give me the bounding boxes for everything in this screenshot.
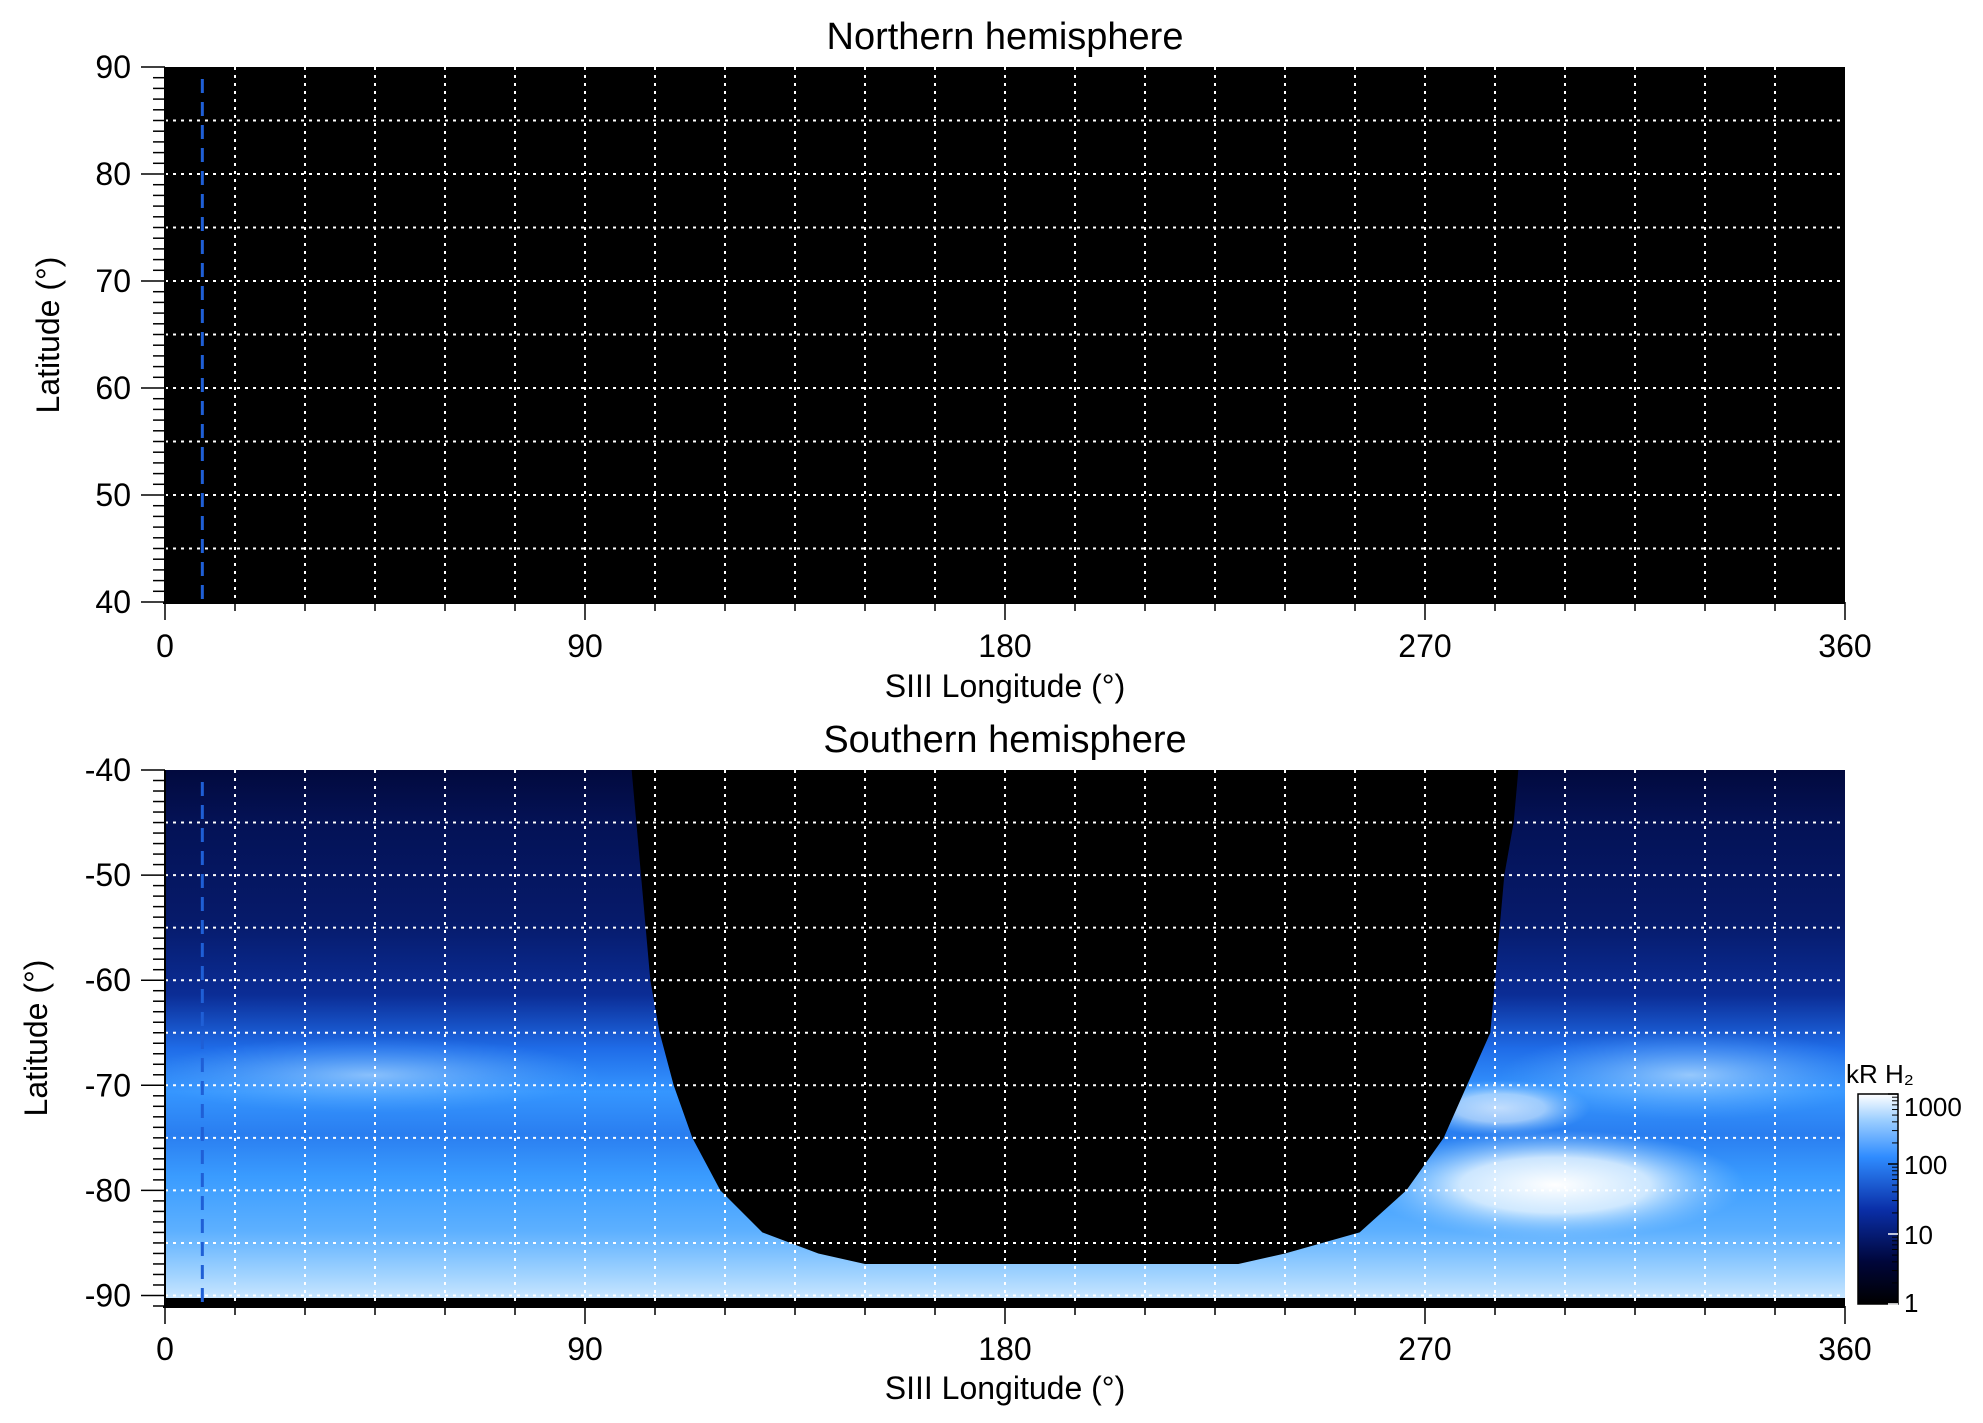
south-auroral-band-left bbox=[165, 1037, 600, 1113]
y-axis-label-south: Latitude (°) bbox=[18, 960, 54, 1117]
panel-title-north: Northern hemisphere bbox=[827, 16, 1184, 58]
x-axis-label-north: SIII Longitude (°) bbox=[885, 668, 1125, 704]
south-grid bbox=[165, 770, 1845, 1306]
colorbar-ticks: 1000 100 10 1 bbox=[1888, 1092, 1962, 1318]
x-tick-label: 90 bbox=[567, 628, 603, 664]
south-axes: -40 -50 -60 -70 -80 -90 0 90 180 270 360 bbox=[85, 752, 1872, 1367]
northern-panel: Northern hemisphere 40 50 60 70 80 90 0 90 180 27… bbox=[30, 16, 1872, 704]
y-tick-label: 40 bbox=[95, 584, 131, 620]
y-tick-label: 90 bbox=[95, 49, 131, 85]
y-tick-label: -40 bbox=[85, 752, 131, 788]
y-axis-label-north: Latitude (°) bbox=[30, 257, 66, 414]
south-no-data-region bbox=[631, 770, 1519, 1264]
x-tick-label: 180 bbox=[978, 1331, 1031, 1367]
x-tick-label: 360 bbox=[1818, 628, 1871, 664]
y-tick-label: 60 bbox=[95, 370, 131, 406]
x-axis-label-south: SIII Longitude (°) bbox=[885, 1370, 1125, 1406]
x-tick-label: 270 bbox=[1398, 628, 1451, 664]
y-tick-label: 80 bbox=[95, 156, 131, 192]
colorbar-tick-label: 10 bbox=[1904, 1220, 1933, 1250]
panel-title-south: Southern hemisphere bbox=[823, 719, 1186, 761]
y-tick-label: -90 bbox=[85, 1277, 131, 1313]
colorbar-tick-label: 1 bbox=[1904, 1288, 1918, 1318]
x-tick-label: 270 bbox=[1398, 1331, 1451, 1367]
x-tick-label: 180 bbox=[978, 628, 1031, 664]
south-hotspot bbox=[1365, 1130, 1745, 1240]
southern-panel: Southern hemisphere -40 -50 -60 -70 -80 -90 0 9… bbox=[18, 719, 1962, 1406]
colorbar: kR H₂ 1000 100 10 1 bbox=[1846, 1059, 1962, 1318]
y-tick-label: 50 bbox=[95, 477, 131, 513]
colorbar-gradient bbox=[1857, 1093, 1899, 1305]
y-tick-label: 70 bbox=[95, 263, 131, 299]
colorbar-label: kR H₂ bbox=[1846, 1059, 1914, 1089]
south-bottom-edge bbox=[165, 1298, 1845, 1306]
x-tick-label: 360 bbox=[1818, 1331, 1871, 1367]
y-tick-label: -80 bbox=[85, 1172, 131, 1208]
y-tick-label: -50 bbox=[85, 857, 131, 893]
y-tick-label: -70 bbox=[85, 1067, 131, 1103]
north-grid bbox=[165, 67, 1845, 602]
colorbar-tick-label: 1000 bbox=[1904, 1092, 1962, 1122]
x-tick-label: 90 bbox=[567, 1331, 603, 1367]
x-tick-label: 0 bbox=[156, 628, 174, 664]
north-axes: 40 50 60 70 80 90 0 90 180 270 360 bbox=[95, 49, 1871, 664]
colorbar-tick-label: 100 bbox=[1904, 1150, 1947, 1180]
x-tick-label: 0 bbox=[156, 1331, 174, 1367]
y-tick-label: -60 bbox=[85, 962, 131, 998]
south-auroral-band-right bbox=[1500, 1030, 1845, 1120]
